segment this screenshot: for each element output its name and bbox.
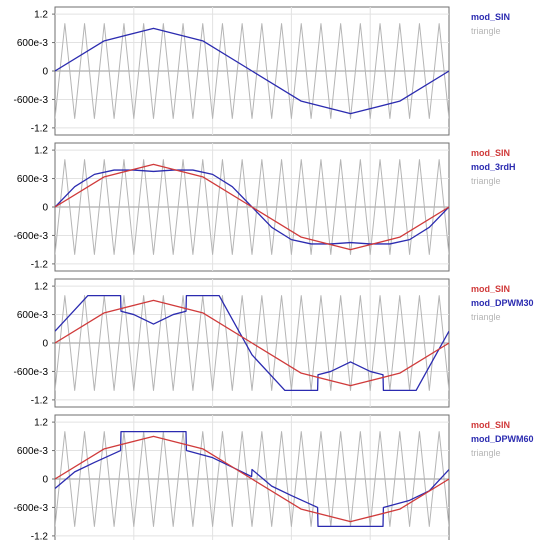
- y-tick-label: -600e-3: [14, 231, 49, 242]
- panel-1: 1.2 600e-3 0 -600e-3 -1.2 mod_SIN triangle: [14, 6, 510, 136]
- panel-4: 1.2 600e-3 0 -600e-3 -1.2 mod_SIN mod_DPWM60tr…: [14, 414, 534, 540]
- panel-2: 1.2 600e-3 0 -600e-3 -1.2 mod_SIN mod_3rdHtria…: [14, 142, 516, 272]
- y-tick-label: 1.2: [34, 146, 48, 157]
- legend-entry-mod-dpwm60: mod_DPWM60: [471, 434, 534, 444]
- series-mod-dpwm60: [55, 430, 449, 528]
- y-tick-label: 1.2: [34, 10, 48, 21]
- legend-entry-mod-3rdh: mod_3rdH: [471, 162, 516, 172]
- y-tick-label: 0: [42, 67, 48, 78]
- series-mod-sin: [55, 435, 449, 523]
- y-tick-label: 600e-3: [17, 38, 49, 49]
- series-mod-sin: [55, 163, 449, 251]
- y-tick-label: -600e-3: [14, 503, 49, 514]
- series-mod-sin: [55, 27, 449, 115]
- legend-entry-mod-sin: mod_SIN: [471, 420, 510, 430]
- legend-entry-triangle: triangle: [471, 312, 501, 322]
- y-tick-label: -600e-3: [14, 95, 49, 106]
- series-triangle: [55, 159, 449, 255]
- legend-entry-triangle: triangle: [471, 176, 501, 186]
- y-tick-label: 0: [42, 339, 48, 350]
- y-tick-label: -600e-3: [14, 367, 49, 378]
- y-tick-label: 600e-3: [17, 310, 49, 321]
- series-mod-sin: [55, 299, 449, 387]
- legend-entry-mod-sin: mod_SIN: [471, 12, 510, 22]
- y-tick-label: -1.2: [31, 123, 49, 134]
- series-triangle: [55, 431, 449, 527]
- y-tick-label: 0: [42, 203, 48, 214]
- y-tick-label: -1.2: [31, 259, 49, 270]
- series-triangle: [55, 23, 449, 119]
- series-mod-dpwm30: [55, 294, 449, 392]
- y-tick-label: 600e-3: [17, 446, 49, 457]
- legend-entry-mod-sin: mod_SIN: [471, 284, 510, 294]
- series-triangle: [55, 295, 449, 391]
- y-tick-label: 0: [42, 475, 48, 486]
- legend-entry-mod-dpwm30: mod_DPWM30: [471, 298, 534, 308]
- y-tick-label: 600e-3: [17, 174, 49, 185]
- plot-frame: [54, 414, 450, 540]
- legend-entry-mod-sin: mod_SIN: [471, 148, 510, 158]
- panel-3: 1.2 600e-3 0 -600e-3 -1.2 mod_SIN mod_DPWM30tr…: [14, 278, 534, 408]
- y-tick-label: -1.2: [31, 395, 49, 406]
- y-tick-label: 1.2: [34, 418, 48, 429]
- y-tick-label: -1.2: [31, 531, 49, 540]
- legend-entry-triangle: triangle: [471, 448, 501, 458]
- y-tick-label: 1.2: [34, 282, 48, 293]
- legend-entry-triangle: triangle: [471, 26, 501, 36]
